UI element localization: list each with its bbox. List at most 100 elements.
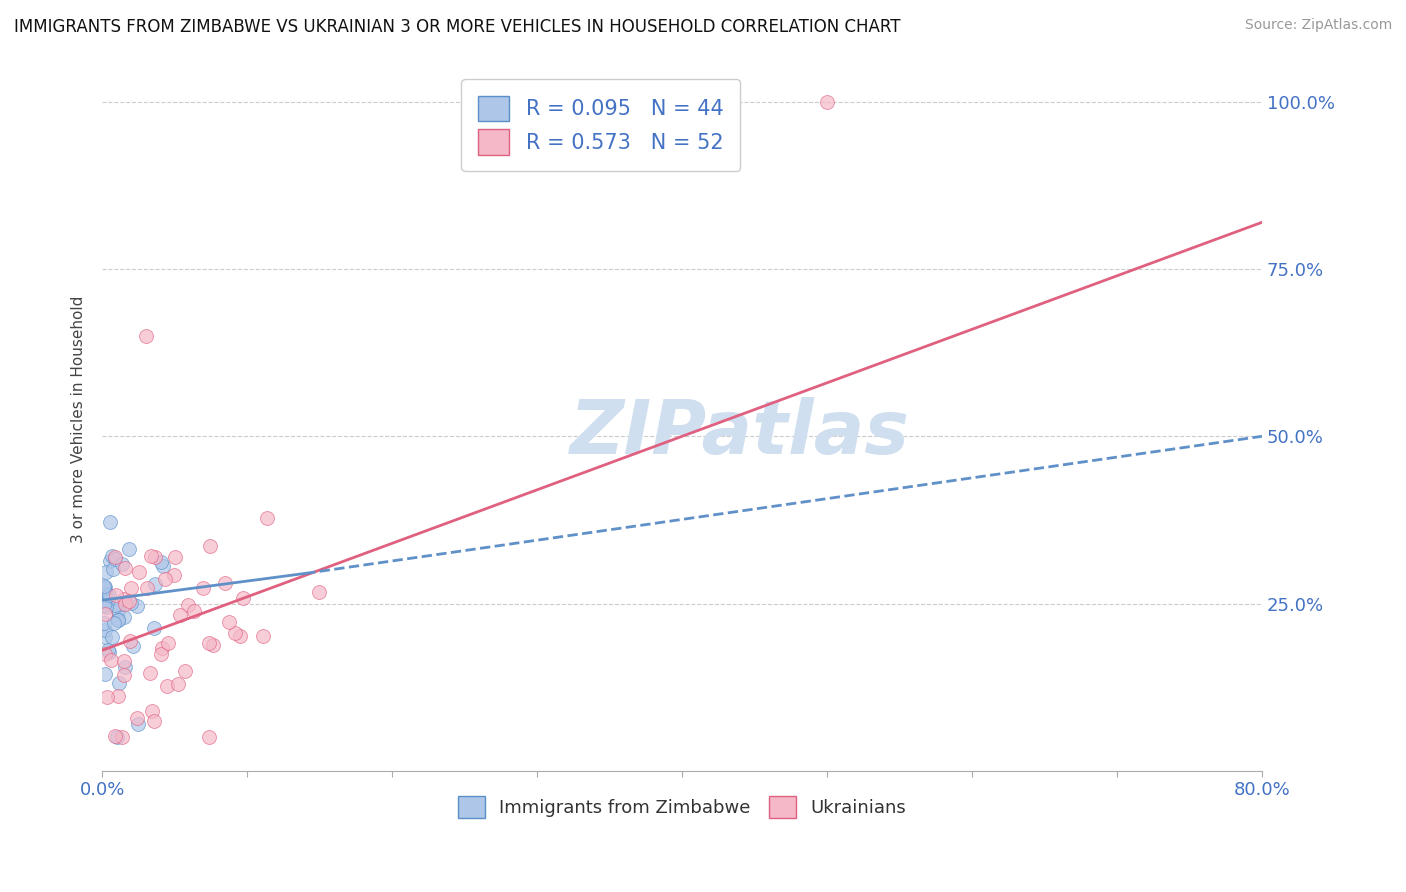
- Point: [136, 581, 159, 595]
- Point: [107, 603, 129, 617]
- Point: [142, 621, 165, 635]
- Point: [101, 630, 124, 644]
- Point: [135, 329, 157, 343]
- Point: [96, 690, 118, 705]
- Point: [252, 629, 274, 643]
- Point: [155, 679, 177, 693]
- Point: [97, 589, 120, 603]
- Point: [94, 607, 117, 621]
- Point: [103, 616, 125, 631]
- Point: [111, 731, 134, 745]
- Point: [127, 599, 149, 614]
- Point: [94, 624, 117, 638]
- Point: [183, 604, 205, 618]
- Point: [94, 667, 117, 681]
- Point: [122, 639, 145, 653]
- Point: [112, 668, 135, 682]
- Point: [107, 613, 129, 627]
- Point: [150, 647, 173, 661]
- Point: [128, 565, 150, 579]
- Point: [155, 572, 177, 586]
- Point: [93, 593, 115, 607]
- Text: Source: ZipAtlas.com: Source: ZipAtlas.com: [1244, 18, 1392, 32]
- Point: [214, 576, 236, 591]
- Point: [118, 541, 141, 556]
- Point: [100, 653, 122, 667]
- Point: [256, 511, 278, 525]
- Point: [163, 549, 186, 564]
- Point: [308, 585, 330, 599]
- Point: [98, 516, 121, 530]
- Point: [107, 603, 129, 617]
- Point: [169, 608, 191, 623]
- Point: [94, 647, 117, 661]
- Point: [173, 665, 195, 679]
- Point: [93, 615, 115, 630]
- Point: [167, 677, 190, 691]
- Point: [97, 593, 120, 607]
- Point: [118, 593, 141, 607]
- Point: [96, 566, 118, 580]
- Point: [104, 599, 127, 613]
- Point: [198, 636, 221, 650]
- Point: [198, 731, 221, 745]
- Point: [107, 676, 129, 690]
- Point: [94, 599, 117, 614]
- Point: [94, 595, 117, 609]
- Point: [112, 591, 135, 606]
- Point: [114, 660, 136, 674]
- Point: [101, 562, 124, 576]
- Point: [118, 634, 141, 648]
- Point: [105, 588, 128, 602]
- Point: [229, 629, 252, 643]
- Point: [149, 555, 172, 569]
- Legend: Immigrants from Zimbabwe, Ukrainians: Immigrants from Zimbabwe, Ukrainians: [451, 789, 914, 825]
- Y-axis label: 3 or more Vehicles in Household: 3 or more Vehicles in Household: [72, 296, 86, 543]
- Point: [143, 549, 166, 564]
- Point: [224, 625, 246, 640]
- Point: [191, 581, 214, 595]
- Point: [93, 579, 115, 593]
- Point: [141, 705, 163, 719]
- Text: ZIPatlas: ZIPatlas: [569, 397, 910, 470]
- Point: [120, 581, 142, 595]
- Point: [125, 711, 148, 725]
- Point: [232, 591, 254, 606]
- Point: [93, 587, 115, 601]
- Point: [200, 539, 222, 553]
- Point: [105, 731, 128, 745]
- Point: [143, 577, 166, 591]
- Point: [104, 551, 127, 566]
- Point: [103, 729, 125, 743]
- Point: [815, 95, 838, 109]
- Point: [176, 598, 198, 612]
- Point: [101, 549, 124, 563]
- Point: [139, 665, 162, 680]
- Point: [143, 714, 166, 728]
- Point: [97, 643, 120, 657]
- Point: [141, 549, 163, 564]
- Point: [157, 635, 180, 649]
- Point: [163, 567, 186, 582]
- Point: [112, 609, 135, 624]
- Point: [93, 599, 115, 613]
- Point: [94, 587, 117, 601]
- Point: [94, 630, 117, 644]
- Point: [93, 581, 115, 595]
- Point: [114, 561, 136, 575]
- Point: [97, 645, 120, 659]
- Point: [111, 557, 134, 571]
- Point: [152, 558, 174, 573]
- Point: [107, 613, 129, 627]
- Point: [201, 638, 224, 652]
- Point: [107, 690, 129, 704]
- Point: [94, 580, 117, 594]
- Text: IMMIGRANTS FROM ZIMBABWE VS UKRAINIAN 3 OR MORE VEHICLES IN HOUSEHOLD CORRELATIO: IMMIGRANTS FROM ZIMBABWE VS UKRAINIAN 3 …: [14, 18, 901, 36]
- Point: [120, 596, 142, 610]
- Point: [218, 615, 240, 629]
- Point: [100, 554, 122, 568]
- Point: [112, 654, 135, 668]
- Point: [150, 641, 173, 656]
- Point: [114, 597, 136, 611]
- Point: [104, 549, 127, 564]
